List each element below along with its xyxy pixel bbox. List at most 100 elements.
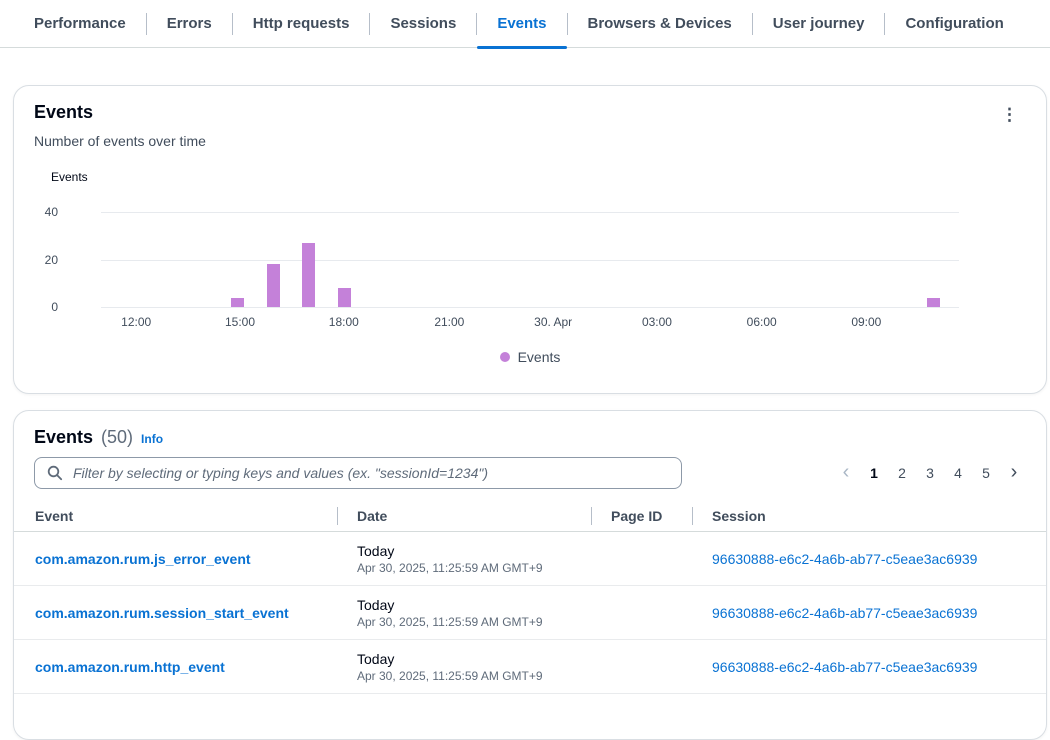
chart-bar-0 [230, 297, 244, 307]
date-secondary: Apr 30, 2025, 11:25:59 AM GMT+9 [357, 668, 543, 683]
tab-divider [476, 12, 478, 35]
tab-divider [751, 12, 753, 35]
column-header-label: Session [712, 508, 766, 524]
gridline-20 [101, 259, 959, 261]
date-primary: Today [357, 542, 395, 559]
column-header-date[interactable]: Date [337, 501, 591, 531]
table-body: com.amazon.rum.js_error_event Today Apr 30… [14, 532, 1046, 694]
date-primary: Today [357, 650, 395, 667]
pagination-prev-icon[interactable]: ‹ [834, 460, 858, 486]
column-divider [692, 507, 693, 525]
date-secondary: Apr 30, 2025, 11:25:59 AM GMT+9 [357, 614, 543, 629]
tab-browsers-devices[interactable]: Browsers & Devices [568, 0, 752, 48]
pagination-next-icon[interactable]: › [1002, 460, 1026, 486]
event-link[interactable]: com.amazon.rum.http_event [35, 658, 225, 675]
x-tick-6: 06:00 [746, 315, 777, 329]
tab-user-journey[interactable]: User journey [753, 0, 885, 48]
tab-divider [566, 12, 568, 35]
legend-item-events[interactable]: Events [499, 349, 561, 365]
event-link[interactable]: com.amazon.rum.js_error_event [35, 550, 251, 567]
pagination-page-2[interactable]: 2 [890, 460, 914, 486]
column-header-session[interactable]: Session [692, 501, 1026, 531]
date-cell: Today Apr 30, 2025, 11:25:59 AM GMT+9 [337, 651, 591, 683]
legend-dot-icon [499, 352, 510, 362]
y-tick-20: 20 [44, 252, 58, 267]
events-chart-card: Events ⋮ Number of events over time Even… [13, 85, 1047, 394]
pagination: ‹ 1 2 3 4 5 › [834, 460, 1026, 486]
filter-input[interactable] [71, 464, 669, 482]
tab-divider [145, 12, 147, 35]
column-header-event[interactable]: Event [34, 501, 337, 531]
tab-configuration[interactable]: Configuration [885, 0, 1023, 48]
filter-input-container [34, 457, 682, 489]
table-card-header: Events (50) Info [14, 411, 1046, 448]
session-link[interactable]: 96630888-e6c2-4a6b-ab77-c5eae3ac6939 [712, 658, 978, 675]
event-cell: com.amazon.rum.js_error_event [34, 551, 337, 567]
legend-label: Events [517, 349, 561, 365]
tab-sessions[interactable]: Sessions [370, 0, 476, 48]
table-header-row: Event Date Page ID Session [14, 501, 1046, 532]
column-header-label: Event [35, 508, 74, 524]
x-tick-1: 15:00 [224, 315, 255, 329]
kebab-menu-icon[interactable]: ⋮ [993, 102, 1026, 127]
x-tick-0: 12:00 [121, 315, 152, 329]
chart-bar-2 [302, 242, 316, 307]
gridline-40 [101, 212, 959, 213]
event-link[interactable]: com.amazon.rum.session_start_event [35, 604, 289, 621]
session-cell: 96630888-e6c2-4a6b-ab77-c5eae3ac6939 [692, 659, 1026, 675]
column-divider [337, 507, 338, 525]
column-header-page-id[interactable]: Page ID [591, 501, 692, 531]
event-cell: com.amazon.rum.http_event [34, 659, 337, 675]
chart-card-subtitle: Number of events over time [34, 133, 206, 149]
x-tick-3: 21:00 [434, 315, 465, 329]
chart-bar-1 [266, 264, 280, 307]
column-header-label: Date [357, 508, 388, 524]
event-cell: com.amazon.rum.session_start_event [34, 605, 337, 621]
column-header-label: Page ID [611, 508, 663, 524]
date-primary: Today [357, 596, 395, 613]
column-divider [591, 507, 592, 525]
x-tick-7: 09:00 [851, 315, 882, 329]
session-link[interactable]: 96630888-e6c2-4a6b-ab77-c5eae3ac6939 [712, 604, 978, 621]
table-row: com.amazon.rum.js_error_event Today Apr 30… [14, 532, 1046, 586]
pagination-page-1[interactable]: 1 [862, 460, 886, 486]
tab-performance[interactable]: Performance [14, 0, 146, 48]
y-tick-0: 0 [51, 300, 58, 314]
chart-bar-3 [338, 288, 352, 307]
date-cell: Today Apr 30, 2025, 11:25:59 AM GMT+9 [337, 543, 591, 575]
tab-http-requests[interactable]: Http requests [233, 0, 370, 48]
date-secondary: Apr 30, 2025, 11:25:59 AM GMT+9 [357, 560, 543, 575]
info-link[interactable]: Info [141, 432, 164, 446]
tab-errors[interactable]: Errors [147, 0, 232, 48]
x-tick-5: 03:00 [641, 315, 672, 329]
session-cell: 96630888-e6c2-4a6b-ab77-c5eae3ac6939 [692, 605, 1026, 621]
tab-divider [231, 12, 233, 35]
tab-divider [884, 12, 886, 35]
chart-bar-4 [926, 297, 940, 307]
y-tick-40: 40 [44, 205, 58, 219]
tab-bar: Performance Errors Http requests Sessions Ev… [0, 0, 1050, 49]
x-tick-4: 30. Apr [534, 315, 573, 329]
chart-card-header: Events ⋮ [14, 86, 1046, 127]
chart-card-title: Events [34, 102, 94, 122]
search-icon [47, 465, 63, 481]
pagination-page-3[interactable]: 3 [918, 460, 942, 486]
chart-y-tick-labels: 0 20 40 [28, 205, 58, 314]
chart-y-axis-title: Events [51, 170, 88, 184]
chart-plot-area [101, 212, 959, 308]
pagination-page-5[interactable]: 5 [974, 460, 998, 486]
tab-divider [369, 12, 371, 35]
x-tick-2: 18:00 [328, 315, 359, 329]
gridline-0 [101, 307, 959, 308]
date-cell: Today Apr 30, 2025, 11:25:59 AM GMT+9 [337, 597, 591, 629]
session-link[interactable]: 96630888-e6c2-4a6b-ab77-c5eae3ac6939 [712, 550, 978, 567]
chart-x-tick-labels: 12:00 15:00 18:00 21:00 30. Apr 03:00 06:00 09:… [101, 315, 959, 331]
chart-legend: Events [101, 349, 959, 365]
session-cell: 96630888-e6c2-4a6b-ab77-c5eae3ac6939 [692, 551, 1026, 567]
pagination-page-4[interactable]: 4 [946, 460, 970, 486]
table-row: com.amazon.rum.session_start_event Today A… [14, 586, 1046, 640]
events-table: Event Date Page ID Session com.amazon.rum.j… [14, 501, 1046, 694]
tab-events[interactable]: Events [477, 0, 567, 49]
